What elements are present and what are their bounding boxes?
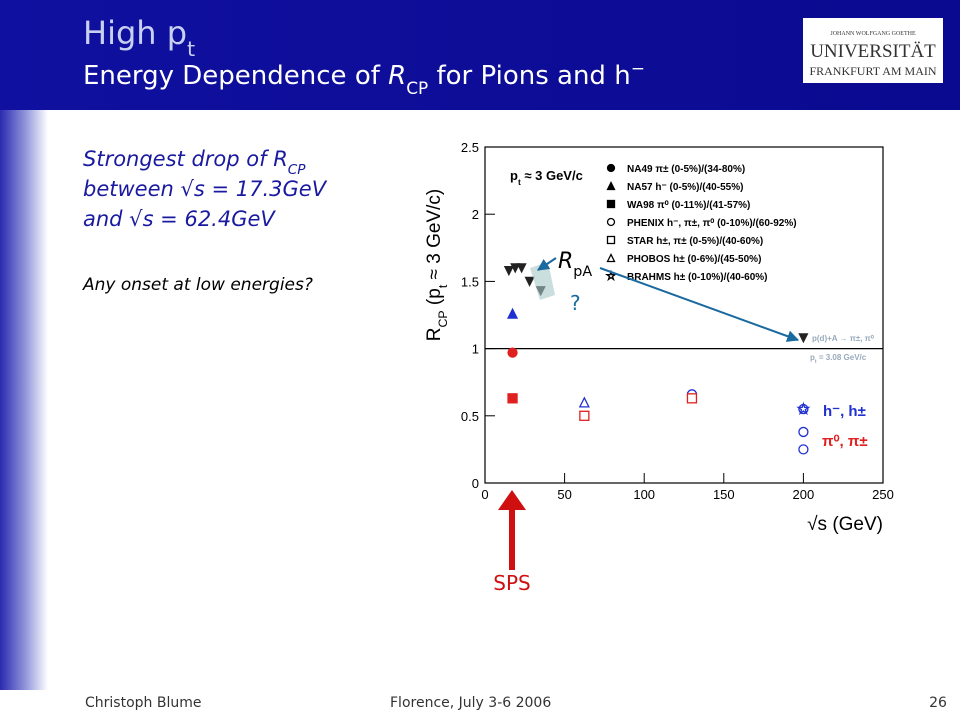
- y-tick-label: 0: [472, 476, 479, 491]
- slide-title: High pt: [83, 14, 195, 61]
- x-tick-label: 250: [872, 487, 894, 502]
- marker: [798, 426, 809, 438]
- header-band: [0, 0, 960, 110]
- arrow: [537, 257, 557, 271]
- marker: [606, 235, 616, 245]
- x-tick-label: 200: [793, 487, 815, 502]
- marker: [686, 393, 698, 404]
- footer-event: Florence, July 3-6 2006: [390, 695, 551, 711]
- text-part: pA: [573, 264, 592, 280]
- y-tick-label: 2: [472, 207, 479, 222]
- annotation: pt ≈ 3 GeV/c: [510, 168, 583, 187]
- y-tick-label: 1.5: [461, 274, 479, 289]
- page-number: 26: [929, 695, 947, 711]
- x-axis-label: √s (GeV): [807, 514, 883, 535]
- y-axis-label: RCP (pt ≈ 3 GeV/c): [424, 189, 450, 341]
- body-text: between √s = 17.3GeV: [83, 177, 328, 201]
- text-part: t: [436, 284, 450, 288]
- annotation: p(d)+A → π±, π⁰: [812, 334, 875, 343]
- text-part: R: [388, 61, 406, 91]
- y-tick-label: 2.5: [461, 140, 479, 155]
- x-tick-label: 50: [557, 487, 571, 502]
- marker: [507, 347, 518, 358]
- band: [530, 262, 555, 300]
- arrow: [599, 267, 800, 342]
- text-part: t: [187, 37, 195, 61]
- text-part: ≈ 3 GeV/c: [521, 168, 583, 183]
- marker: [798, 333, 809, 344]
- text-part: t: [815, 359, 817, 365]
- text-part: CP: [288, 162, 307, 178]
- legend-label: STAR h±, π± (0-5%)/(40-60%): [627, 236, 763, 247]
- body-text: and √s = 62.4GeV: [83, 207, 276, 231]
- legend-label: PHOBOS h± (0-6%)/(45-50%): [627, 254, 761, 265]
- text-part: R: [558, 249, 573, 274]
- text-part: = 3.08 GeV/c: [817, 353, 867, 362]
- plot-frame: [484, 146, 884, 484]
- footer-author: Christoph Blume: [85, 695, 201, 711]
- legend-label: NA57 h⁻ (0-5%)/(40-55%): [627, 182, 743, 193]
- logo-text: JOHANN WOLFGANG GOETHE: [830, 31, 916, 37]
- marker: [578, 396, 590, 408]
- marker: [503, 265, 514, 277]
- text-part: R: [424, 328, 445, 342]
- body-text: Any onset at low energies?: [82, 275, 313, 295]
- sps-label: SPS: [493, 571, 530, 595]
- annotation: pt = 3.08 GeV/c: [810, 353, 867, 365]
- text-part: ≈ 3 GeV/c): [424, 189, 445, 285]
- marker: [524, 276, 535, 287]
- text-part: for Pions and h: [428, 61, 630, 91]
- legend-label: WA98 π⁰ (0-11%)/(41-57%): [627, 200, 750, 211]
- x-tick-label: 100: [633, 487, 655, 502]
- text-part: −: [631, 58, 645, 78]
- y-tick-label: 0.5: [461, 409, 479, 424]
- marker: [606, 253, 616, 263]
- marker: [606, 181, 616, 191]
- marker: [796, 401, 811, 416]
- marker: [506, 307, 519, 319]
- marker: [507, 393, 518, 404]
- marker: [604, 269, 618, 282]
- marker: [516, 263, 527, 274]
- x-tick-label: 0: [481, 487, 488, 502]
- slide-subtitle: Energy Dependence of RCP for Pions and h…: [83, 58, 645, 98]
- side-band: [0, 110, 48, 690]
- marker: [579, 410, 590, 421]
- logo-box: [803, 18, 943, 83]
- legend-label: PHENIX h⁻, π±, π⁰ (0-10%)/(60-92%): [627, 218, 797, 229]
- unknown-mark: ?: [570, 291, 581, 315]
- text-part: CP: [436, 310, 450, 327]
- legend-label: BRAHMS h± (0-10%)/(40-60%): [627, 272, 768, 283]
- marker: [606, 217, 616, 227]
- text-part: t: [518, 177, 521, 187]
- legend-label: NA49 π± (0-5%)/(34-80%): [627, 164, 745, 175]
- logo-text: UNIVERSITÄT: [810, 41, 936, 62]
- text-part: Strongest drop of R: [83, 147, 288, 171]
- logo-text: FRANKFURT AM MAIN: [809, 64, 936, 78]
- rpa-label: RpA: [558, 249, 592, 280]
- marker: [510, 263, 521, 274]
- marker: [606, 163, 616, 173]
- annotation: π⁰, π±: [822, 433, 868, 450]
- marker: [798, 444, 809, 455]
- x-tick-label: 150: [713, 487, 735, 502]
- marker: [606, 199, 616, 209]
- y-tick-label: 1: [472, 342, 479, 357]
- annotation: h⁻, h±: [823, 403, 866, 420]
- text-part: p: [810, 353, 815, 362]
- text-part: between √s = 17.3GeV: [83, 177, 328, 201]
- text-part: High p: [83, 14, 187, 52]
- sps-arrow-head: [498, 490, 526, 510]
- text-part: (p: [424, 288, 445, 310]
- text-part: CP: [406, 78, 428, 98]
- body-text: Strongest drop of RCP: [83, 147, 306, 178]
- text-part: p: [510, 168, 518, 183]
- text-part: and √s = 62.4GeV: [83, 207, 276, 231]
- text-part: Energy Dependence of: [83, 61, 388, 91]
